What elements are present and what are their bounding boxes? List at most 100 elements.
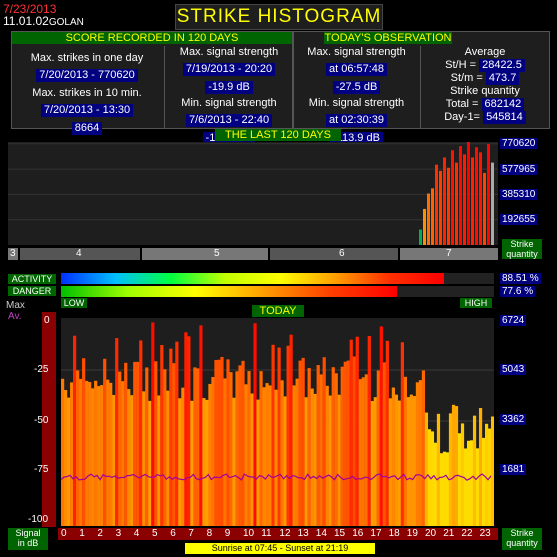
last120-bar: [423, 208, 426, 245]
high-label: HIGH: [460, 298, 492, 308]
hour-tick: 23: [479, 528, 491, 539]
today-bar: [274, 389, 278, 526]
today-bar: [136, 361, 140, 526]
today-bar: [142, 391, 146, 526]
today-bar: [364, 374, 368, 526]
hour-tick: 11: [261, 528, 272, 539]
last120-bar: [487, 144, 490, 245]
min-signal-label: Min. signal strength: [181, 97, 277, 109]
today-bar: [196, 368, 200, 526]
today-bar: [124, 362, 128, 526]
last120-tick-1: 577965: [500, 164, 538, 175]
hour-tick: 10: [243, 528, 255, 539]
today-bar: [340, 366, 344, 526]
today-bar: [262, 387, 266, 526]
today-bar: [76, 370, 80, 526]
today-bar: [160, 345, 164, 526]
db-tick-25: -25: [34, 364, 49, 375]
today-bar: [361, 377, 365, 526]
score-panel: SCORE RECORDED IN 120 DAYS Max. strikes …: [11, 31, 293, 145]
hour-tick: 17: [370, 528, 382, 539]
hour-tick: 22: [461, 528, 473, 539]
today-bar: [418, 380, 423, 526]
today-bar: [169, 348, 173, 526]
today-bar: [313, 393, 317, 526]
max-10min-value: 7/20/2013 - 13:30: [40, 104, 134, 117]
today-bar: [79, 378, 83, 526]
today-bar: [400, 342, 404, 526]
month-6: 6: [339, 248, 345, 259]
db-tick-75: -75: [34, 464, 49, 475]
hour-tick: 6: [170, 528, 176, 539]
total-value: 682142: [481, 98, 525, 111]
today-bar: [376, 370, 380, 526]
today-min-signal-value: -113.9 dB: [330, 132, 383, 145]
month-3: 3: [10, 248, 16, 259]
today-bar: [370, 401, 374, 526]
today-bar: [241, 360, 245, 526]
today-bar: [391, 387, 395, 526]
time-location-label: 11.01.02GOLAN: [3, 14, 84, 28]
today-bar: [67, 397, 71, 526]
danger-bar-fill: [61, 286, 397, 297]
db-tick-0: 0: [44, 315, 50, 326]
last120-bar: [451, 150, 454, 245]
today-min-signal-label: Min. signal strength: [308, 97, 405, 109]
last120-bar: [479, 152, 482, 245]
last120-bar: [455, 162, 458, 245]
today-bar: [205, 399, 209, 526]
last120-bar: [471, 157, 474, 245]
hour-tick: 15: [334, 528, 346, 539]
qty-tick-3: 1681: [500, 464, 527, 475]
today-bar: [343, 361, 347, 526]
last120-bar: [447, 167, 450, 245]
today-bar: [457, 433, 462, 526]
last120-bar: [491, 162, 494, 245]
last120-bar: [439, 170, 442, 245]
today-bar: [115, 338, 119, 526]
today-bar: [109, 382, 113, 526]
qty-tick-0: 6724: [500, 315, 527, 326]
today-bar: [82, 358, 86, 526]
today-bar: [223, 378, 227, 526]
today-bar: [385, 340, 389, 526]
today-bar: [430, 431, 435, 526]
today-bar: [88, 382, 92, 526]
today-bar: [139, 340, 143, 526]
db-tick-50: -50: [34, 415, 49, 426]
hour-tick: 21: [443, 528, 455, 539]
today-bar: [466, 440, 471, 526]
min-signal-date: 7/6/2013 - 22:40: [185, 114, 273, 127]
today-bar: [193, 367, 197, 526]
today-bar: [70, 382, 74, 526]
today-bar: [103, 358, 107, 526]
today-bar: [424, 412, 429, 526]
today-bar: [442, 451, 447, 526]
hour-tick: 3: [115, 528, 122, 539]
average-line: [60, 473, 492, 481]
max-one-day-value: 7/20/2013 - 770620: [36, 69, 138, 82]
today-left-axis: 0 -25 -50 -75 -100: [0, 312, 56, 532]
date-label: 7/23/2013: [3, 2, 57, 16]
today-bar: [100, 385, 104, 526]
today-bar: [352, 356, 356, 526]
today-bar: [433, 442, 438, 526]
today-bar: [178, 398, 182, 526]
today-bar: [220, 356, 224, 526]
today-max-signal-label: Max. signal strength: [307, 46, 406, 58]
today-bar: [208, 383, 212, 526]
today-bar: [268, 385, 272, 526]
today-bar: [166, 390, 170, 526]
today-bar: [97, 386, 101, 526]
today-min-signal-time: at 02:30:39: [325, 114, 388, 127]
today-bar: [322, 357, 326, 526]
today-bar: [211, 377, 215, 526]
sun-times: Sunrise at 07:45 - Sunset at 21:19: [185, 543, 375, 554]
today-bar: [289, 334, 293, 526]
today-bar: [232, 397, 236, 526]
today-bar: [319, 374, 323, 526]
hour-tick: 18: [388, 528, 400, 539]
hour-tick: 16: [352, 528, 364, 539]
last120-bar: [467, 142, 470, 245]
today-bar: [388, 398, 392, 526]
